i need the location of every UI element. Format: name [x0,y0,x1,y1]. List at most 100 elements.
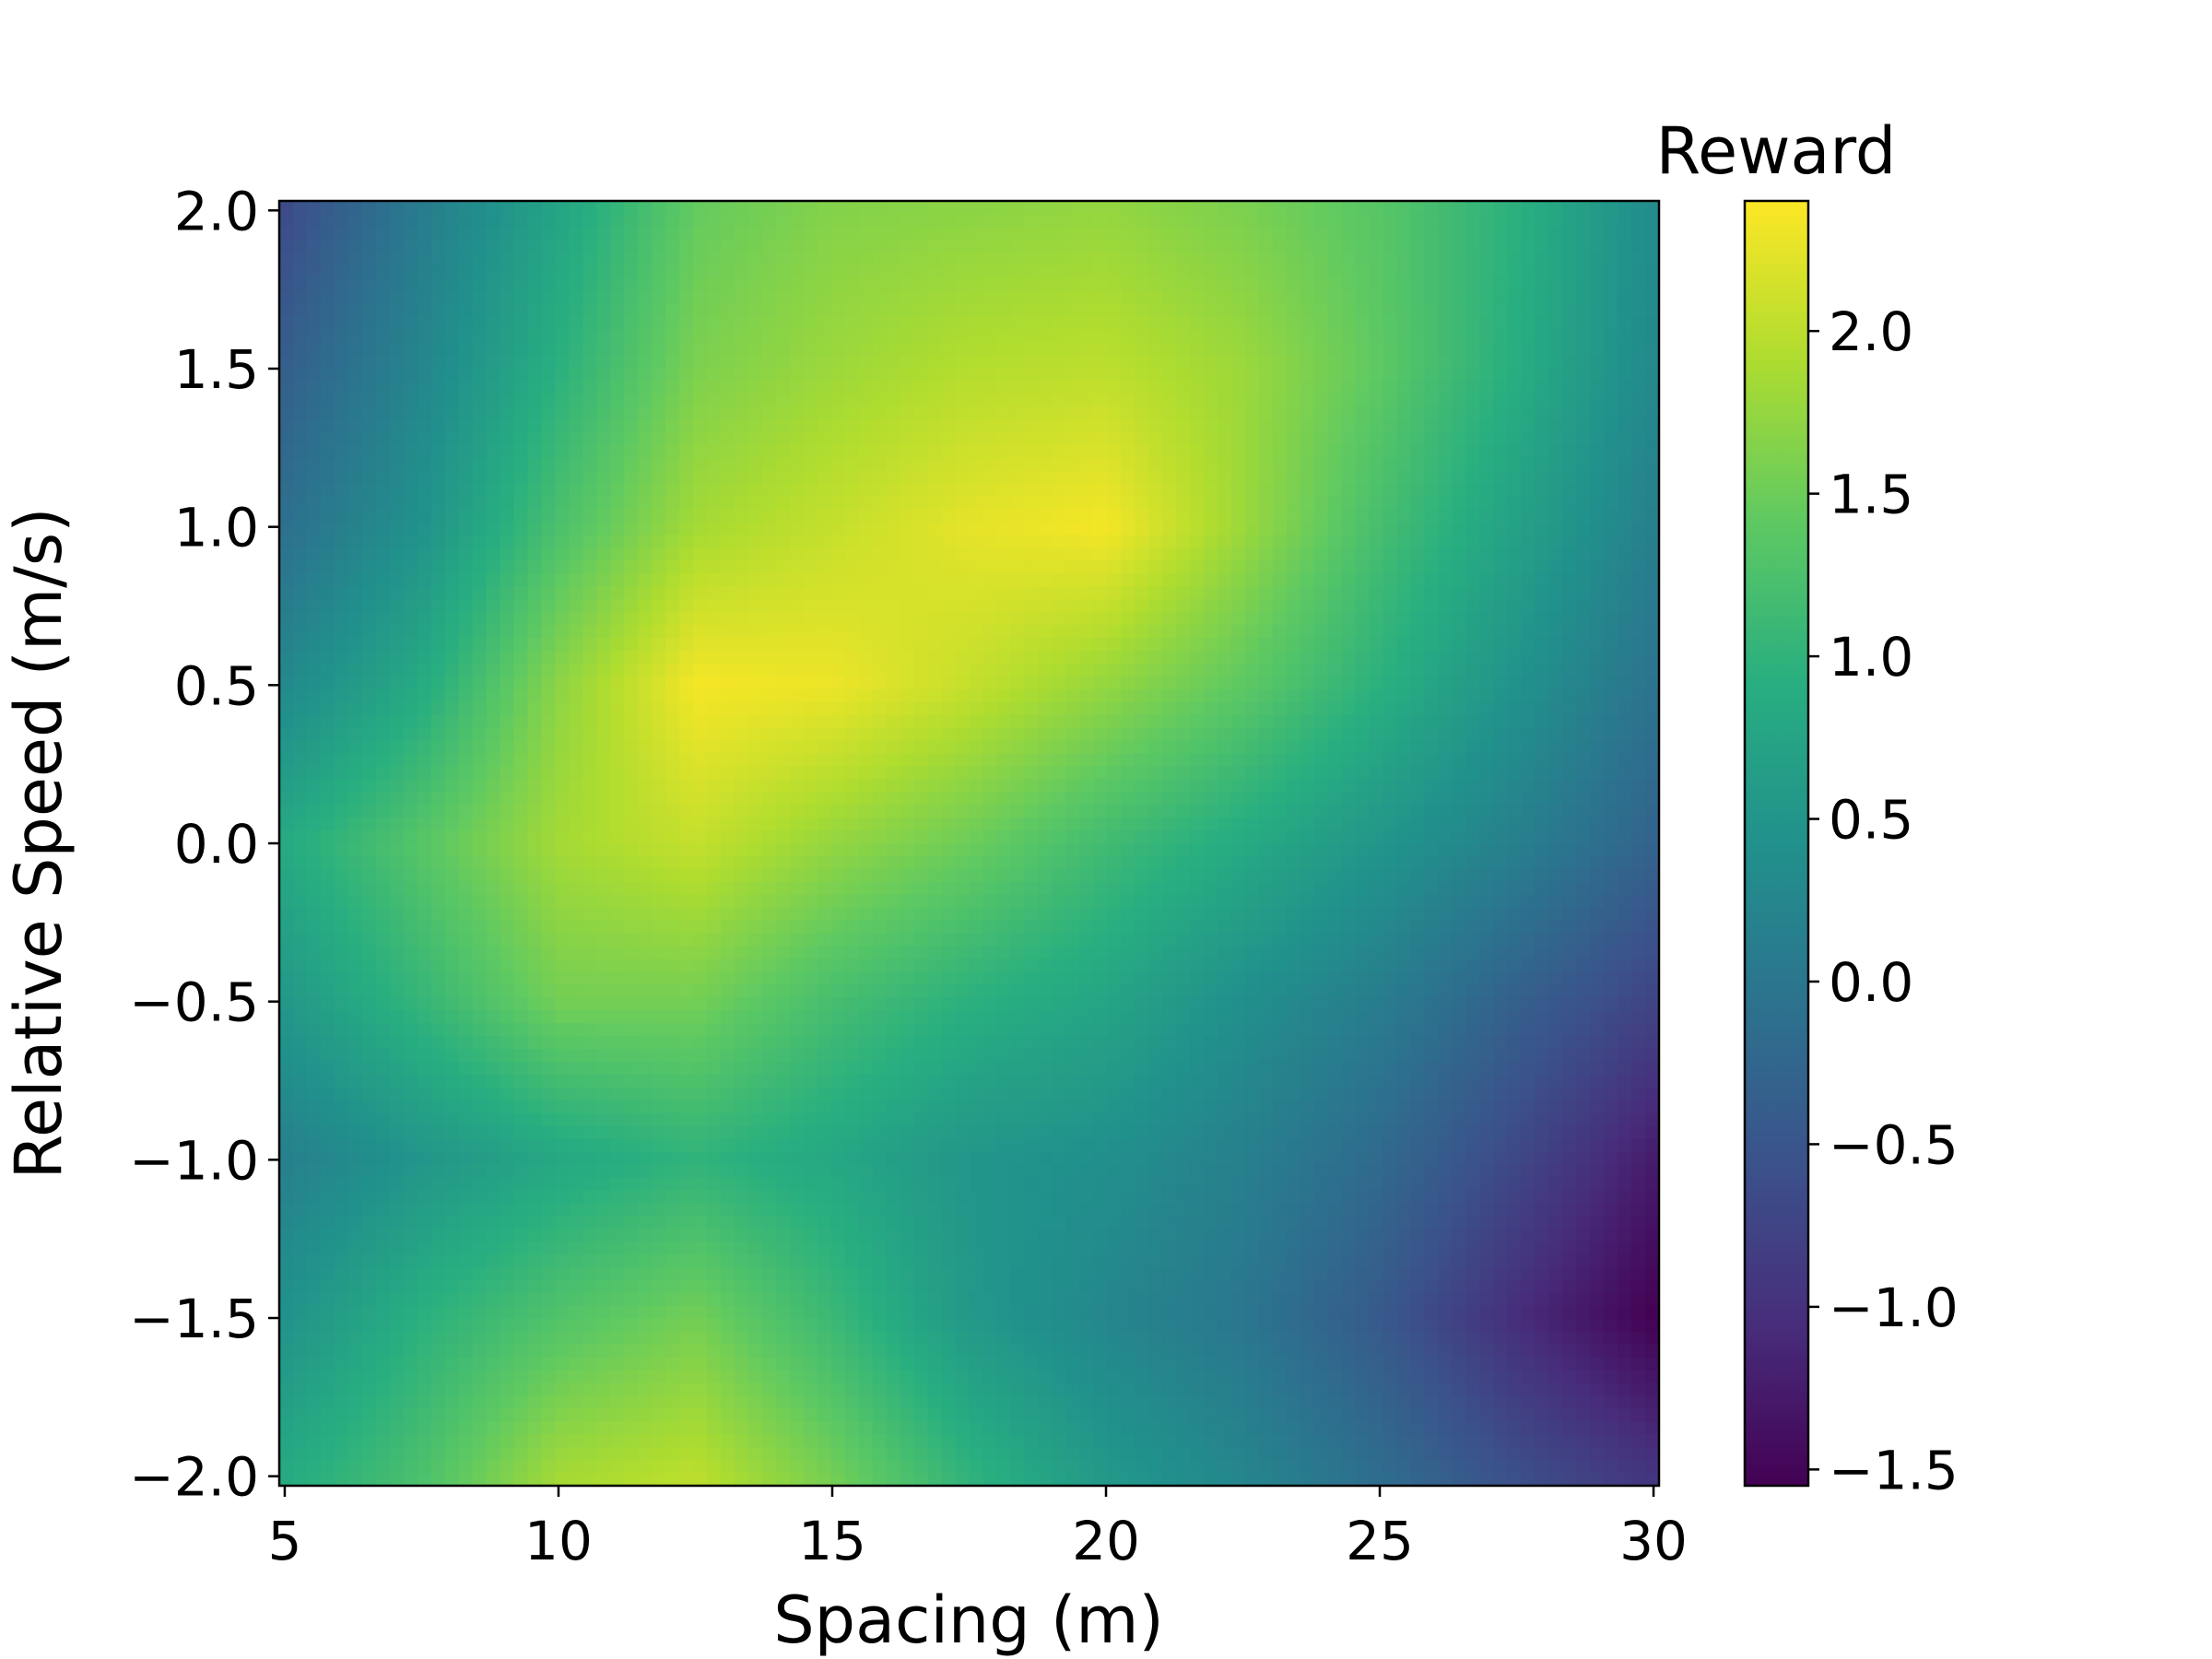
heatmap-cell [582,830,597,844]
heatmap-cell [347,688,363,703]
heatmap-cell [872,792,888,806]
heatmap-cell [610,663,625,677]
heatmap-cell [1038,792,1053,806]
heatmap-cell [1424,560,1440,574]
heatmap-cell [652,239,666,253]
heatmap-cell [1369,303,1384,318]
heatmap-cell [900,483,915,498]
heatmap-cell [775,226,791,241]
heatmap-cell [1507,560,1522,574]
heatmap-cell [1631,444,1646,459]
heatmap-cell [1645,368,1659,382]
heatmap-cell [830,663,846,677]
heatmap-cell [1327,766,1343,780]
heatmap-cell [430,766,446,780]
heatmap-cell [403,560,418,574]
heatmap-cell [430,470,446,485]
heatmap-cell [596,239,611,253]
heatmap-cell [1093,714,1108,729]
heatmap-cell [1507,779,1522,793]
heatmap-cell [1176,201,1191,215]
heatmap-cell [1548,830,1563,844]
heatmap-cell [1631,406,1646,420]
heatmap-cell [872,599,888,613]
heatmap-cell [1244,612,1260,626]
heatmap-cell [555,316,570,330]
heatmap-cell [417,239,432,253]
heatmap-cell [1038,252,1053,266]
heatmap-cell [1410,226,1426,241]
heatmap-cell [555,406,570,420]
heatmap-cell [347,457,363,472]
heatmap-cell [665,329,680,343]
heatmap-cell [555,612,570,626]
heatmap-cell [638,470,653,485]
heatmap-cell [500,637,515,652]
heatmap-cell [789,740,805,755]
heatmap-cell [1272,701,1288,716]
heatmap-cell [389,688,405,703]
heatmap-cell [913,496,929,511]
heatmap-cell [927,753,943,767]
heatmap-cell [1382,394,1398,407]
heatmap-cell [1038,779,1053,793]
heatmap-cell [982,342,998,356]
heatmap-cell [955,290,971,305]
heatmap-cell [1355,792,1371,806]
heatmap-cell [1535,740,1549,755]
heatmap-cell [375,355,391,369]
heatmap-cell [292,792,308,806]
heatmap-cell [1162,650,1177,665]
heatmap-cell [444,406,460,420]
heatmap-cell [1107,483,1122,498]
heatmap-cell [1369,688,1384,703]
heatmap-cell [1452,213,1467,228]
heatmap-cell [1162,714,1177,729]
heatmap-cell [361,368,377,382]
heatmap-cell [1052,535,1066,548]
heatmap-cell [582,368,597,382]
heatmap-cell [1052,779,1066,793]
heatmap-cell [1176,496,1191,511]
heatmap-cell [652,779,666,793]
heatmap-cell [541,663,556,677]
heatmap-cell [1327,805,1343,818]
heatmap-cell [375,265,391,279]
heatmap-cell [1176,535,1191,548]
heatmap-cell [1355,727,1371,742]
heatmap-cell [982,213,998,228]
heatmap-cell [844,368,860,382]
heatmap-cell [1217,470,1232,485]
heatmap-cell [1148,779,1163,793]
heatmap-cell [1162,457,1177,472]
heatmap-cell [996,560,1012,574]
heatmap-cell [1121,444,1135,459]
heatmap-cell [1079,303,1094,318]
heatmap-cell [1590,355,1605,369]
heatmap-cell [955,431,971,446]
heatmap-cell [1618,394,1632,407]
heatmap-cell [610,727,625,742]
heatmap-cell [1272,727,1288,742]
heatmap-cell [1024,368,1039,382]
heatmap-cell [347,381,363,394]
heatmap-cell [872,431,888,446]
heatmap-cell [817,457,832,472]
heatmap-cell [1258,586,1274,600]
heatmap-cell [844,753,860,767]
heatmap-cell [403,470,418,485]
heatmap-cell [292,496,308,511]
heatmap-cell [1618,573,1632,587]
heatmap-cell [679,727,694,742]
heatmap-cell [292,483,308,498]
heatmap-cell [1148,277,1163,292]
heatmap-cell [872,612,888,626]
heatmap-cell [1604,727,1618,742]
heatmap-cell [403,431,418,446]
heatmap-cell [555,470,570,485]
heatmap-cell [1631,560,1646,574]
heatmap-cell [886,213,901,228]
heatmap-cell [1645,329,1659,343]
heatmap-cell [596,329,611,343]
heatmap-cell [1093,457,1108,472]
